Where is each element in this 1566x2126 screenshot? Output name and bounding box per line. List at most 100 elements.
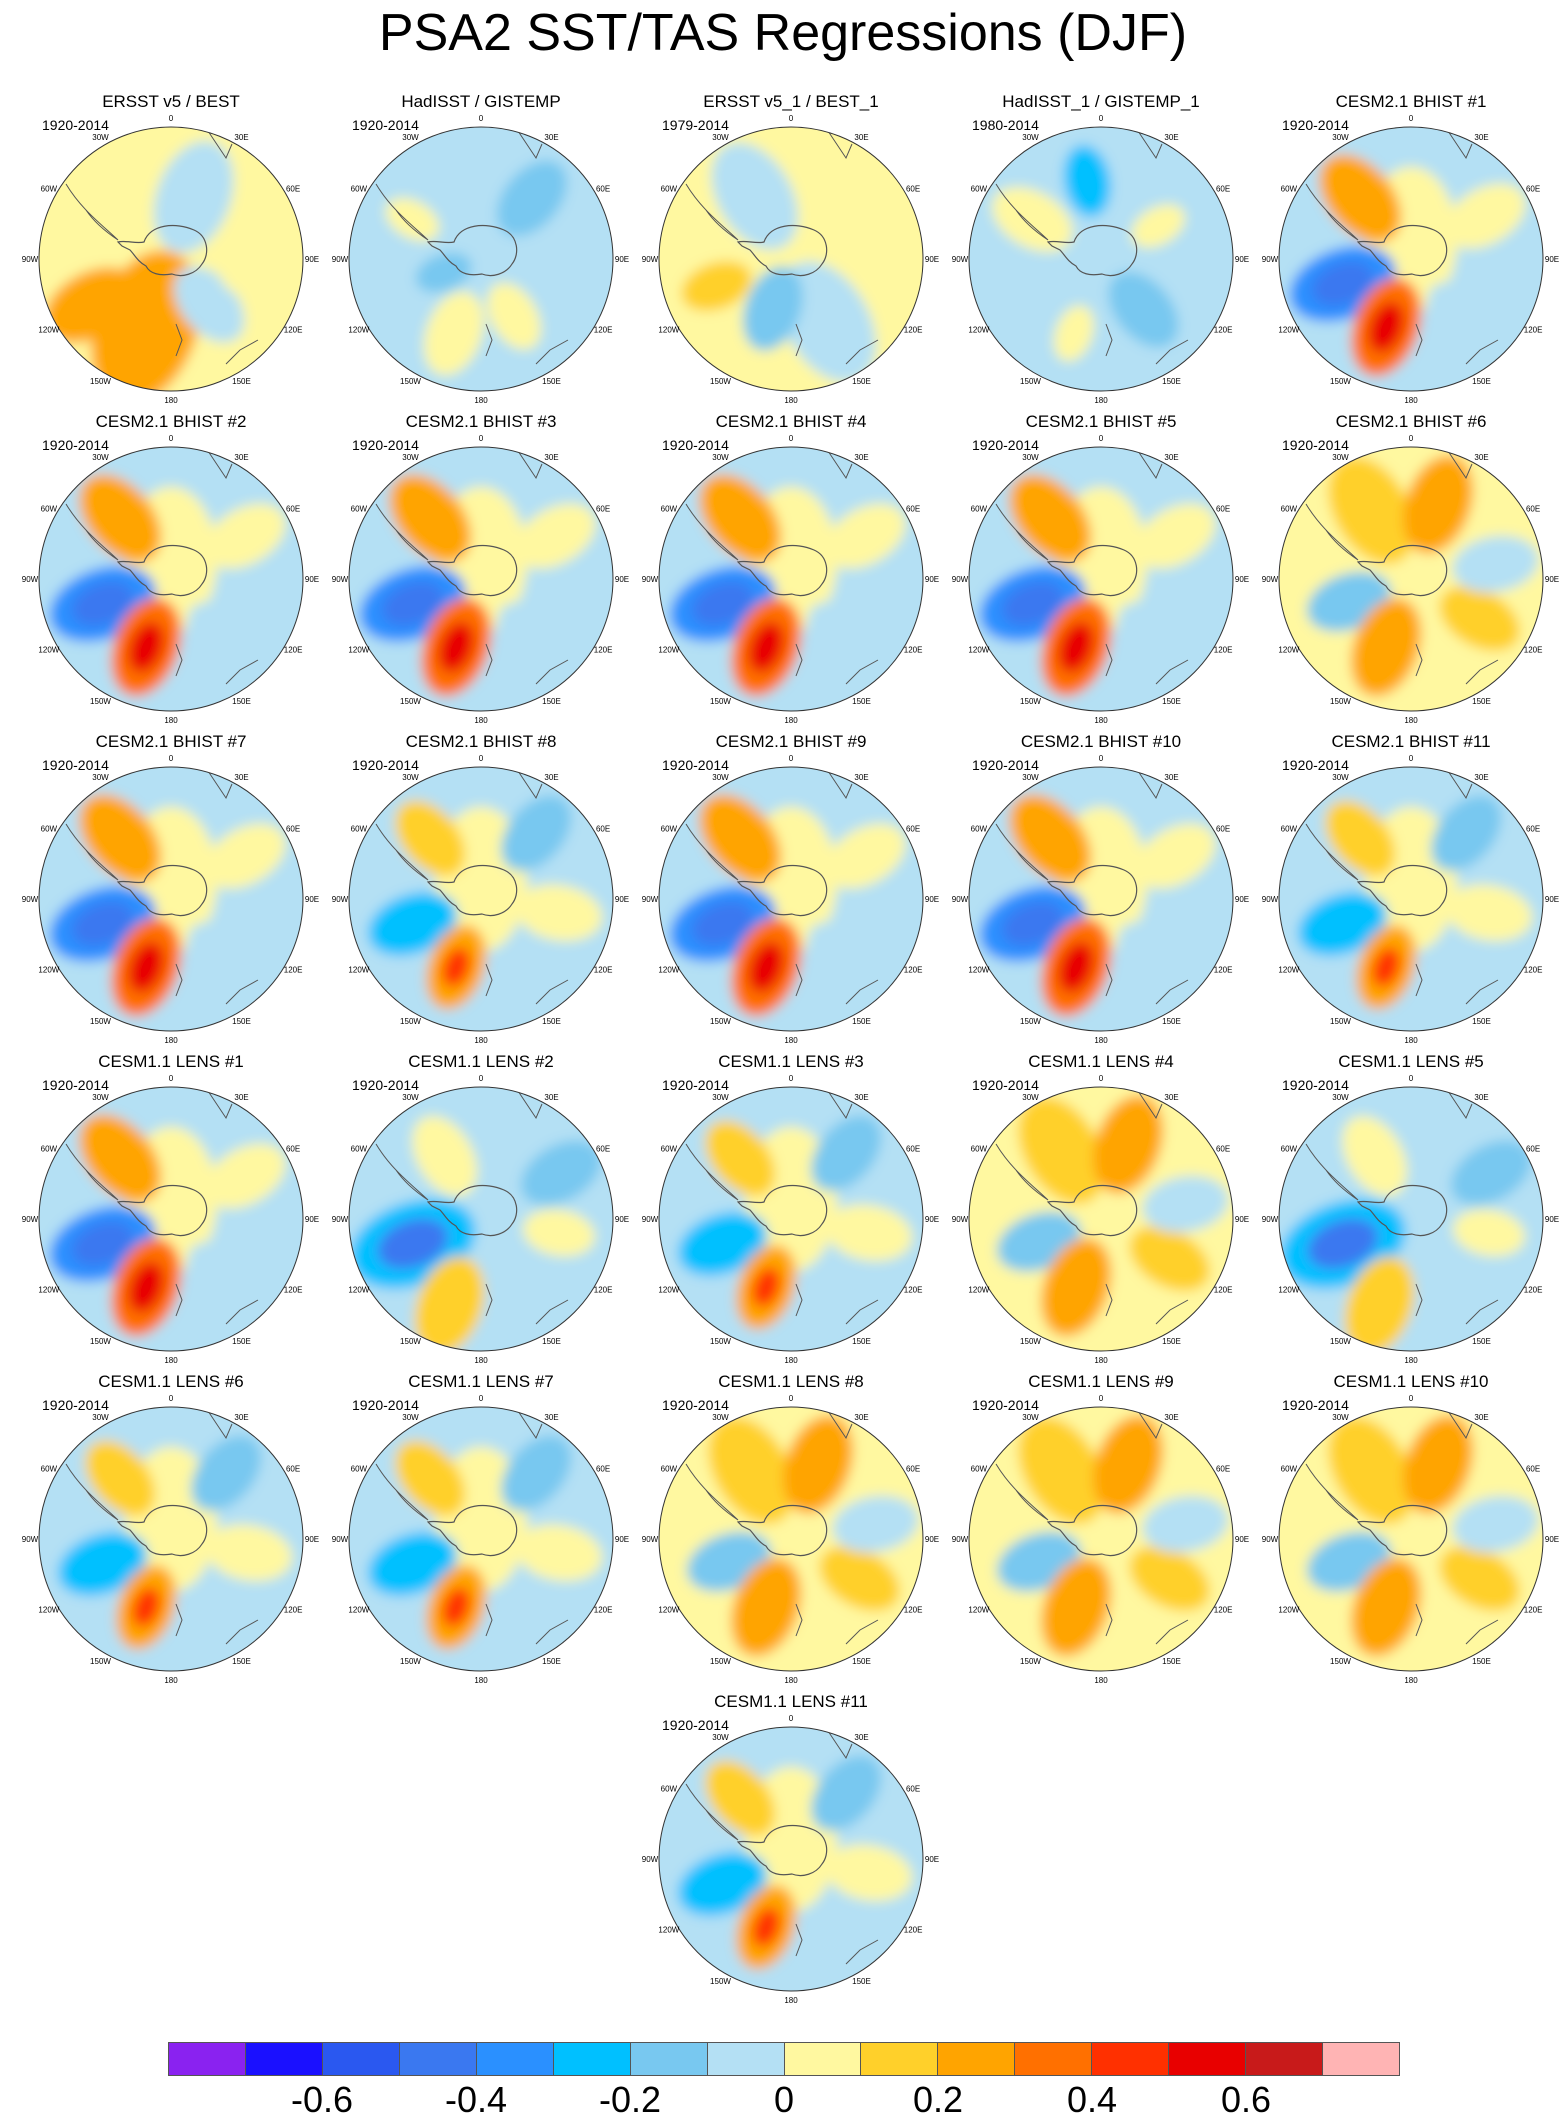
anomaly-region	[1403, 1415, 1474, 1514]
anomaly-region	[778, 261, 876, 383]
longitude-label: 180	[474, 396, 488, 405]
longitude-label: 30W	[1022, 133, 1039, 142]
map-panel: CESM2.1 BHIST #9 0 30E 60E 90E 120E 150E 180 150…	[642, 732, 939, 1050]
anomaly-region	[1297, 891, 1388, 956]
longitude-label: 60W	[41, 185, 58, 194]
longitude-label: 30E	[1474, 453, 1488, 462]
map-panel: ERSST v5 / BEST 0 30E 60E 90E 120E 150E 180 150W…	[22, 92, 319, 410]
longitude-label: 90W	[1262, 575, 1279, 584]
longitude-label: 60W	[41, 505, 58, 514]
colorbar-swatch	[169, 2043, 246, 2075]
longitude-label: 0	[169, 1074, 174, 1083]
longitude-label: 0	[1099, 114, 1104, 123]
colorbar-swatch	[1169, 2043, 1247, 2075]
anomaly-region	[71, 1221, 134, 1266]
longitude-label: 150E	[852, 1017, 871, 1026]
longitude-label: 120E	[1214, 326, 1233, 335]
longitude-label: 60E	[1526, 1145, 1540, 1154]
anomaly-region	[1452, 1495, 1539, 1553]
polar-map: 0 30E 60E 90E 120E 150E 180 150W 120W 90W 60W 30W	[332, 114, 629, 405]
longitude-label: 90W	[332, 1215, 349, 1224]
longitude-label: 150W	[710, 377, 731, 386]
anomaly-region	[969, 127, 1233, 391]
polar-map: 0 30E 60E 90E 120E 150E 180 150W 120W 90W 60W 30W	[22, 434, 319, 725]
longitude-label: 30W	[92, 133, 109, 142]
panel-title: CESM2.1 BHIST #4	[715, 412, 867, 431]
longitude-label: 150E	[852, 697, 871, 706]
anomaly-region	[520, 1140, 602, 1206]
antarctica-coastline	[116, 544, 208, 597]
colorbar-swatch	[630, 2043, 708, 2075]
anomaly-region	[1041, 1558, 1112, 1657]
panel-title: ERSST v5_1 / BEST_1	[703, 92, 879, 111]
panel-title: CESM1.1 LENS #2	[408, 1052, 554, 1071]
anomaly-region	[1053, 305, 1094, 362]
longitude-label: 90E	[305, 1215, 319, 1224]
polar-map: 0 30E 60E 90E 120E 150E 180 150W 120W 90W 60W 30W	[332, 434, 629, 725]
longitude-label: 120W	[348, 326, 369, 335]
longitude-label: 30W	[1332, 1093, 1349, 1102]
anomaly-region	[1058, 942, 1095, 993]
longitude-label: 150W	[90, 1657, 111, 1666]
longitude-label: 90E	[1235, 1215, 1249, 1224]
anomaly-region	[377, 1218, 448, 1269]
anomaly-region	[1368, 302, 1405, 353]
anomaly-region	[128, 942, 165, 993]
map-panel: CESM1.1 LENS #10 0 30E 60E 90E 120E 150E 180 150…	[1262, 1372, 1559, 1690]
longitude-label: 30W	[712, 133, 729, 142]
anomaly-region	[1431, 795, 1502, 872]
south-america-coastline	[375, 1463, 429, 1521]
new-zealand-australia-coastline	[175, 643, 259, 685]
anomaly-region	[1439, 586, 1520, 652]
south-america-coastline	[685, 1463, 739, 1521]
africa-coastline	[1445, 1087, 1473, 1120]
panel-period: 1920-2014	[662, 437, 729, 453]
longitude-label: 120E	[1524, 1606, 1543, 1615]
longitude-label: 0	[479, 434, 484, 443]
south-america-coastline	[685, 1783, 739, 1841]
longitude-label: 120E	[284, 1286, 303, 1295]
panel-period: 1920-2014	[972, 1397, 1039, 1413]
anomaly-region	[811, 1755, 882, 1832]
anomaly-region	[367, 1531, 458, 1596]
new-zealand-australia-coastline	[795, 1283, 879, 1325]
anomaly-region	[1311, 261, 1374, 306]
polar-map: 0 30E 60E 90E 120E 150E 180 150W 120W 90W 60W 30W	[642, 1714, 939, 2005]
longitude-label: 150E	[1472, 1657, 1491, 1666]
anomaly-region	[731, 1558, 802, 1657]
longitude-label: 0	[479, 1394, 484, 1403]
new-zealand-australia-coastline	[1415, 1603, 1499, 1645]
longitude-label: 60W	[971, 1145, 988, 1154]
anomaly-region	[349, 1087, 613, 1351]
longitude-label: 90E	[925, 255, 939, 264]
south-america-coastline	[685, 183, 739, 241]
longitude-label: 90W	[642, 1535, 659, 1544]
polar-map: 0 30E 60E 90E 120E 150E 180 150W 120W 90W 60W 30W	[22, 754, 319, 1045]
panel-title: CESM2.1 BHIST #2	[95, 412, 247, 431]
longitude-label: 150W	[90, 697, 111, 706]
longitude-label: 90E	[925, 1215, 939, 1224]
anomaly-region	[128, 1262, 165, 1313]
new-zealand-australia-coastline	[175, 1283, 259, 1325]
longitude-label: 30E	[234, 1093, 248, 1102]
antarctica-coastline	[736, 224, 828, 277]
longitude-label: 150E	[852, 1977, 871, 1986]
map-panel: CESM2.1 BHIST #6 0 30E 60E 90E 120E 150E 180 150…	[1262, 412, 1559, 730]
longitude-label: 90W	[332, 255, 349, 264]
longitude-label: 0	[1409, 754, 1414, 763]
longitude-label: 60E	[286, 825, 300, 834]
longitude-label: 150E	[1162, 1017, 1181, 1026]
new-zealand-australia-coastline	[175, 1603, 259, 1645]
map-panel: CESM1.1 LENS #7 0 30E 60E 90E 120E 150E 180 150W…	[332, 1372, 629, 1690]
new-zealand-australia-coastline	[485, 643, 569, 685]
polar-map: 0 30E 60E 90E 120E 150E 180 150W 120W 90W 60W 30W	[22, 114, 319, 405]
longitude-label: 120W	[968, 326, 989, 335]
longitude-label: 90E	[925, 895, 939, 904]
longitude-label: 90E	[1545, 1215, 1559, 1224]
anomaly-region	[783, 1415, 854, 1514]
longitude-label: 0	[1409, 1074, 1414, 1083]
anomaly-region	[825, 503, 906, 569]
longitude-label: 120W	[968, 646, 989, 655]
longitude-label: 120E	[1214, 1286, 1233, 1295]
polar-map: 0 30E 60E 90E 120E 150E 180 150W 120W 90W 60W 30W	[332, 1074, 629, 1365]
